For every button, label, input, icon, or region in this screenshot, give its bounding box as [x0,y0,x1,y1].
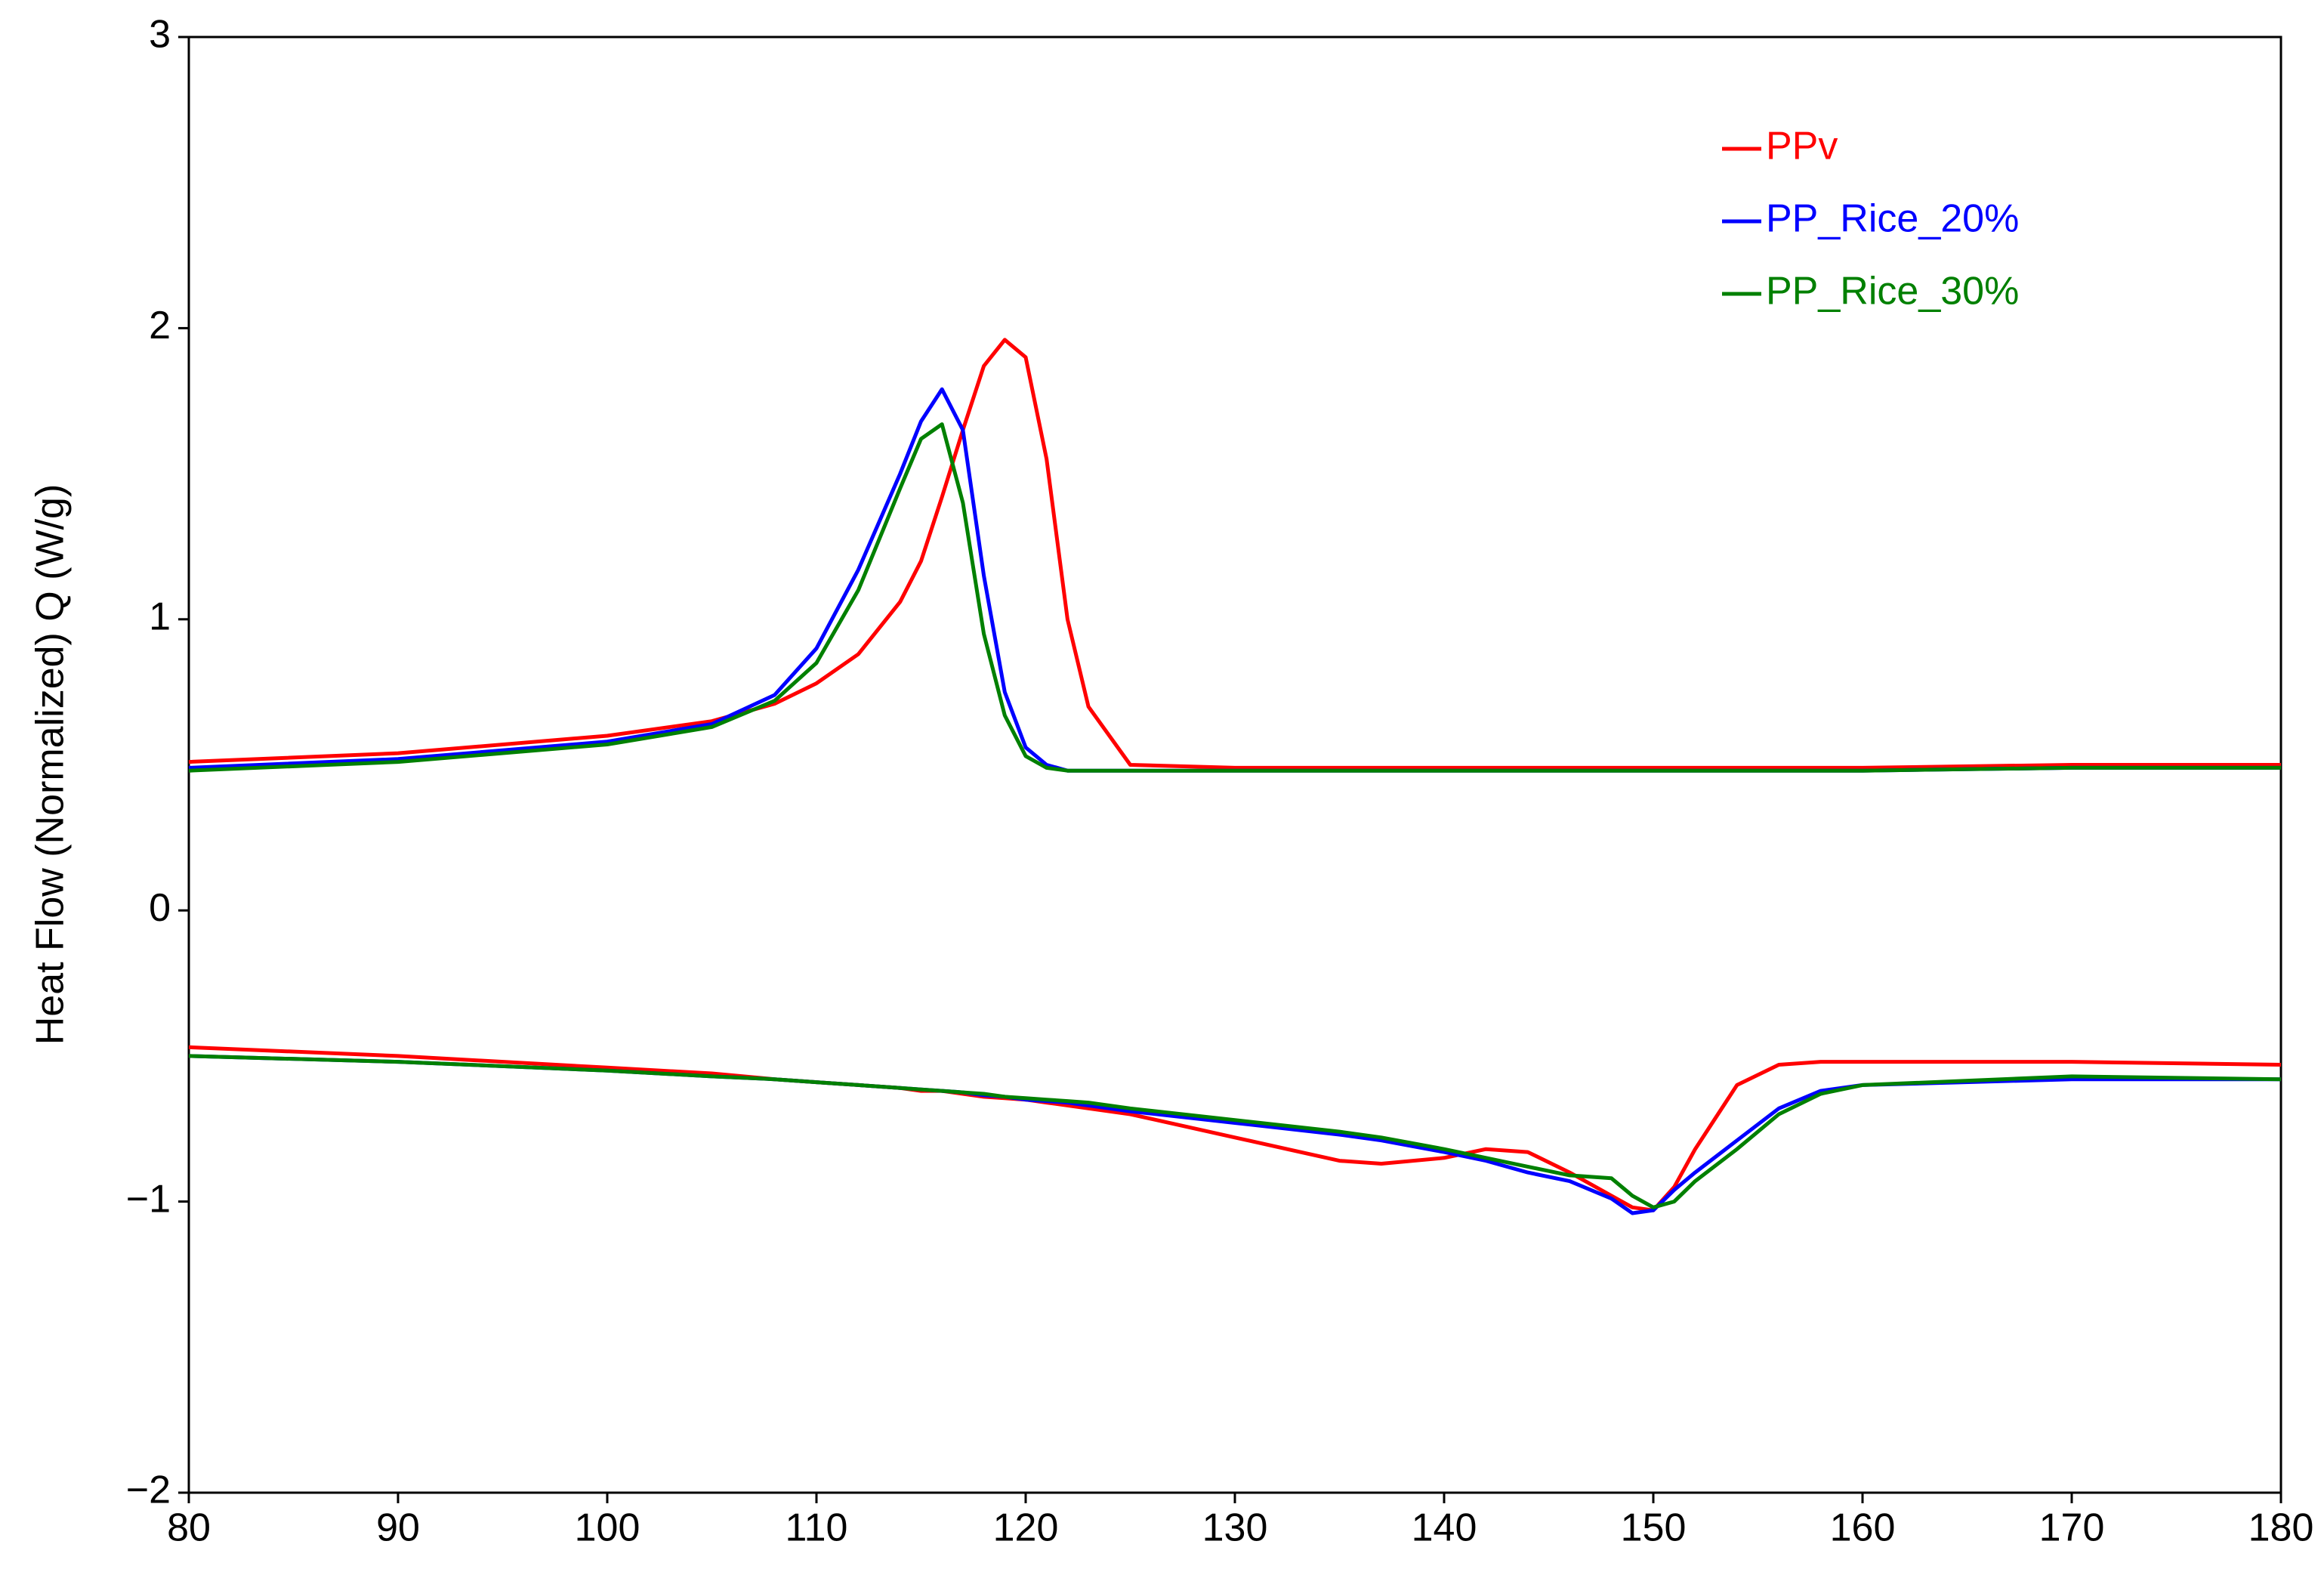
x-tick-label: 170 [2039,1506,2105,1550]
line-series [188,387,2281,773]
y-axis-label: Heat Flow (Normalized) Q (W/g) [29,484,73,1045]
x-tick-label: 160 [1830,1506,1896,1550]
x-tick-label: 80 [167,1506,211,1550]
legend-label: PPv [1766,125,1838,168]
legend-label: PP_Rice_20% [1766,197,2019,241]
y-tick-label: −2 [126,1469,171,1512]
x-tick-label: 110 [785,1506,848,1550]
y-tick-label: 3 [149,13,171,57]
line-series [188,1045,2282,1212]
x-tick-label: 140 [1412,1506,1477,1550]
x-tick-label: 120 [993,1506,1059,1550]
y-tick-label: −1 [126,1177,171,1221]
x-tick-label: 180 [2248,1506,2314,1550]
y-tick-label: 0 [149,886,171,930]
line-series [188,1054,2282,1209]
legend-label: PP_Rice_30% [1766,270,2019,313]
x-tick-label: 90 [376,1506,420,1550]
line-series [188,338,2281,770]
x-tick-label: 150 [1621,1506,1687,1550]
y-tick-label: 2 [149,304,171,347]
x-tick-label: 100 [575,1506,640,1550]
y-tick-label: 1 [149,595,171,639]
x-tick-label: 130 [1202,1506,1268,1550]
line-series [188,422,2281,773]
